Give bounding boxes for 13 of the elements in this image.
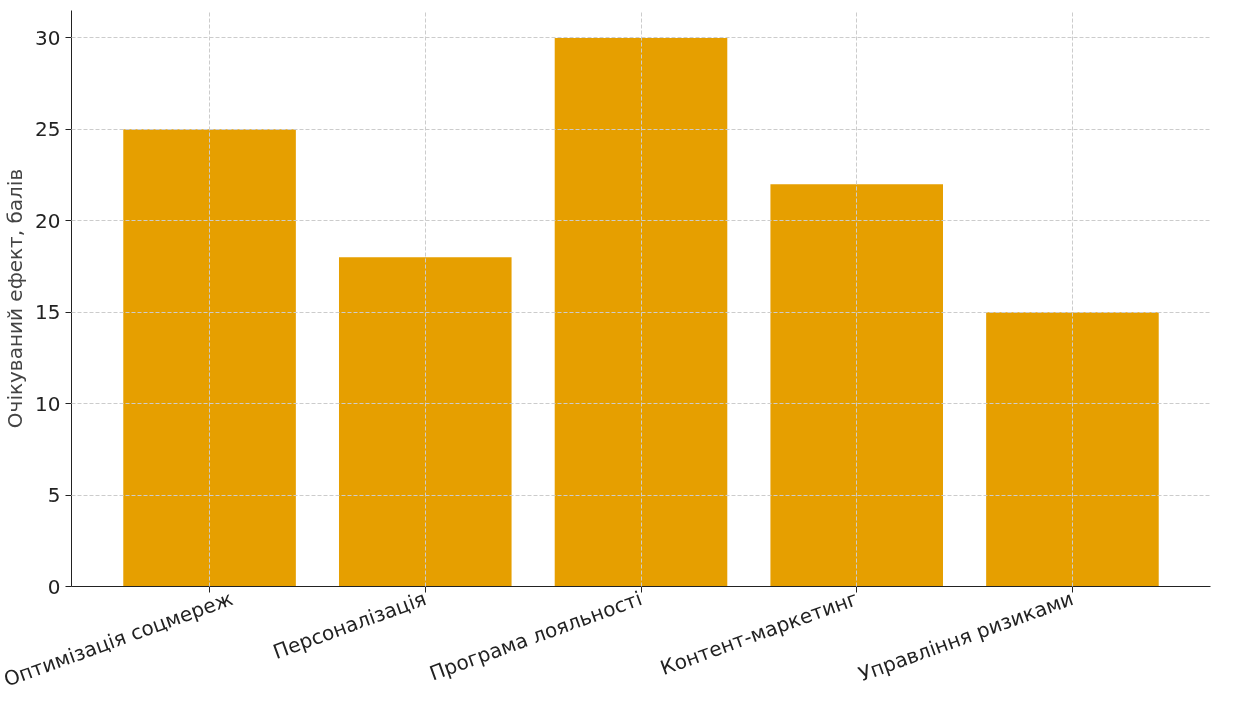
bar — [123, 129, 296, 587]
y-tick-label: 30 — [35, 25, 61, 50]
y-tick-label: 10 — [35, 391, 61, 416]
bar — [554, 37, 728, 587]
bar — [770, 184, 944, 587]
bar — [338, 257, 512, 587]
y-tick-label: 0 — [47, 574, 61, 599]
bar — [986, 312, 1159, 587]
y-tick-label: 5 — [47, 483, 61, 508]
y-tick-label: 25 — [35, 117, 61, 142]
y-tick-label: 20 — [35, 208, 61, 233]
y-tick-label: 15 — [35, 300, 61, 325]
y-axis-title: Очікуваний ефект, балів — [3, 168, 28, 429]
